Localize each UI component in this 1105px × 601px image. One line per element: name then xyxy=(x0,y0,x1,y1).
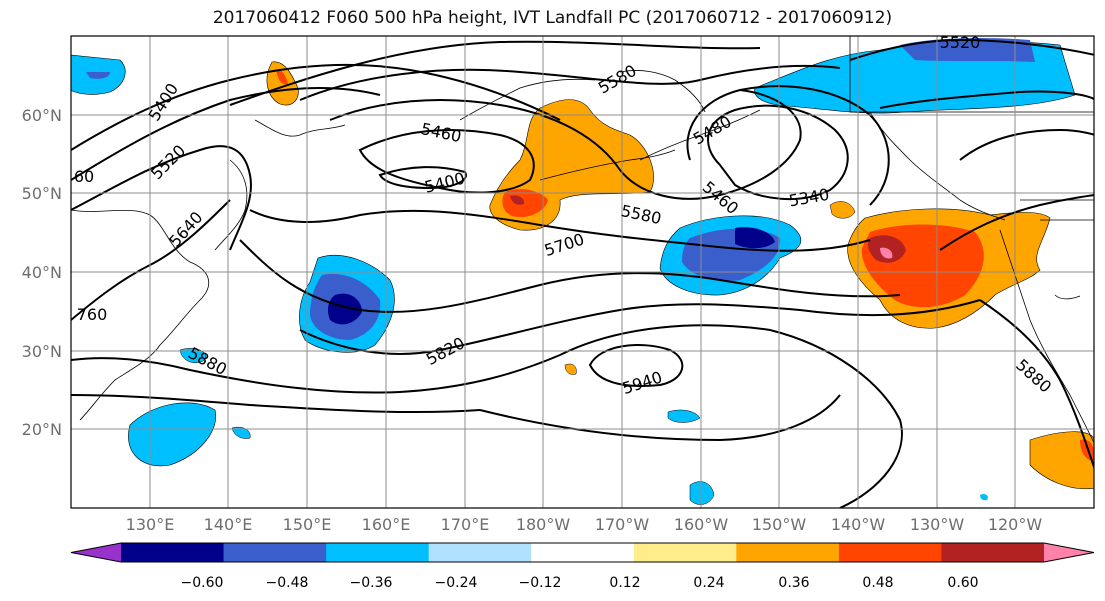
contour-label: 60 xyxy=(74,167,94,186)
colorbar-segment xyxy=(326,543,430,562)
lon-label: 150°E xyxy=(283,515,332,534)
colorbar-segment xyxy=(121,543,225,562)
colorbar-segment xyxy=(736,543,840,562)
colorbar-segment xyxy=(531,543,635,562)
colorbar-tick-labels: −0.60 −0.48 −0.36 −0.24 −0.12 0.12 0.24 … xyxy=(181,575,979,591)
colorbar-extend-min xyxy=(71,543,121,562)
colorbar-segment xyxy=(223,543,327,562)
colorbar-tick-label: −0.60 xyxy=(181,575,224,591)
colorbar-tick-label: 0.24 xyxy=(693,575,724,591)
colorbar-outline xyxy=(70,542,1095,563)
lon-label: 170°W xyxy=(595,515,650,534)
contour-label: 760 xyxy=(77,305,108,324)
colorbar-segment xyxy=(633,543,737,562)
lon-label: 160°E xyxy=(362,515,411,534)
colorbar-extend-max xyxy=(1044,543,1094,562)
page-title: 2017060412 F060 500 hPa height, IVT Land… xyxy=(212,8,893,28)
lon-label: 180°W xyxy=(516,515,571,534)
contour-label: 5520 xyxy=(940,33,981,52)
height-contours xyxy=(71,38,1094,508)
colorbar: −0.60 −0.48 −0.36 −0.24 −0.12 0.12 0.24 … xyxy=(70,542,1095,591)
lon-label: 150°W xyxy=(752,515,807,534)
map-frame xyxy=(70,35,1095,509)
lon-label: 140°E xyxy=(204,515,253,534)
lon-label: 120°W xyxy=(988,515,1043,534)
colorbar-segments xyxy=(70,542,1095,563)
longitude-labels: 130°E 140°E 150°E 160°E 170°E 180°W 170°… xyxy=(126,515,1043,534)
lat-label: 50°N xyxy=(22,184,62,203)
lon-label: 170°E xyxy=(441,515,490,534)
lat-label: 30°N xyxy=(22,342,62,361)
colorbar-tick-label: 0.36 xyxy=(778,575,809,591)
lat-label: 20°N xyxy=(22,420,62,439)
lon-label: 160°W xyxy=(674,515,729,534)
latitude-labels: 60°N 50°N 40°N 30°N 20°N xyxy=(22,106,62,439)
lat-label: 40°N xyxy=(22,263,62,282)
lat-label: 60°N xyxy=(22,106,62,125)
colorbar-tick-label: 0.12 xyxy=(609,575,640,591)
colorbar-tick-label: −0.48 xyxy=(266,575,309,591)
colorbar-tick-label: 0.60 xyxy=(947,575,978,591)
lon-label: 130°E xyxy=(126,515,175,534)
colorbar-tick-label: −0.12 xyxy=(519,575,562,591)
colorbar-tick-label: −0.24 xyxy=(435,575,478,591)
colorbar-segment xyxy=(941,543,1045,562)
map-panel: 5400 5520 5640 760 5880 60 5460 5400 558… xyxy=(70,33,1095,509)
colorbar-tick-label: 0.48 xyxy=(862,575,893,591)
colorbar-segment xyxy=(428,543,532,562)
gridlines xyxy=(71,36,1094,508)
lon-label: 140°W xyxy=(831,515,886,534)
colorbar-tick-label: −0.36 xyxy=(350,575,393,591)
colorbar-segment xyxy=(838,543,942,562)
lon-label: 130°W xyxy=(910,515,965,534)
